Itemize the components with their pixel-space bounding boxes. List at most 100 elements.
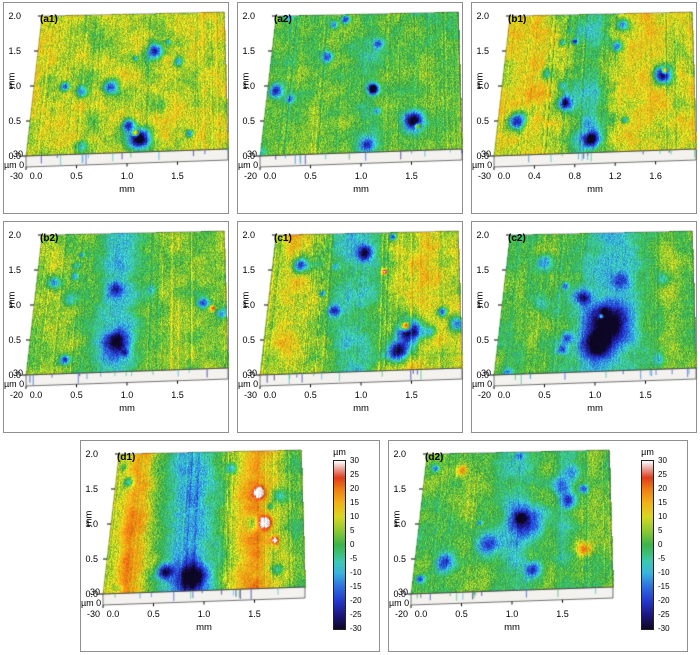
colorbar-gradient bbox=[333, 460, 346, 630]
surface-3d-canvas bbox=[22, 230, 232, 392]
z-tick-label: µm 0 bbox=[472, 160, 493, 170]
x-tick-label: 1.5 bbox=[639, 390, 652, 400]
z-tick-label: 30 bbox=[397, 587, 408, 597]
y-tick-label: 1.5 bbox=[476, 46, 489, 56]
colorbar-tick-label: -15 bbox=[658, 582, 670, 591]
x-tick-label: 1.5 bbox=[248, 609, 261, 619]
z-tick-label: µm 0 bbox=[4, 379, 25, 389]
colorbar-tick-label: -30 bbox=[350, 624, 362, 633]
z-tick-label: µm 0 bbox=[238, 379, 259, 389]
colorbar-tick-label: 15 bbox=[658, 498, 667, 507]
y-tick-label: 2.0 bbox=[85, 449, 98, 459]
surface-panel: (c2) mm 2.0 1.5 1.0 0.5 0.0 30 µm 0 -20 0.0 0.5… bbox=[471, 221, 700, 433]
colorbar-tick-label: 5 bbox=[350, 526, 355, 535]
colorbar-tick-label: 0 bbox=[350, 540, 355, 549]
surface-3d-canvas bbox=[22, 11, 232, 173]
x-axis-title: mm bbox=[119, 403, 135, 414]
y-tick-label: 2.0 bbox=[8, 11, 21, 21]
z-tick-label: µm 0 bbox=[4, 160, 25, 170]
panel-label: (b2) bbox=[40, 233, 59, 244]
x-tick-label: 1.5 bbox=[405, 390, 418, 400]
x-tick-label: 0.5 bbox=[304, 390, 317, 400]
x-tick-label: 0.5 bbox=[147, 609, 160, 619]
surface-3d-canvas bbox=[99, 449, 309, 611]
y-tick-label: 2.0 bbox=[393, 449, 406, 459]
y-tick-label: 0.0 bbox=[85, 589, 98, 599]
surface-panel: (c1) mm 2.0 1.5 1.0 0.5 0.0 30 µm 0 -30 0.0 0.5… bbox=[237, 221, 466, 433]
y-tick-label: 0.5 bbox=[476, 116, 489, 126]
surface-panel: (a2) mm 2.0 1.5 1.0 0.5 0.0 30 µm 0 -20 0.0 0.5… bbox=[237, 2, 466, 214]
y-tick-label: 0.5 bbox=[476, 335, 489, 345]
colorbar-tick-label: 5 bbox=[658, 526, 663, 535]
y-tick-label: 0.0 bbox=[476, 151, 489, 161]
colorbar-tick-label: 25 bbox=[350, 470, 359, 479]
surface-panel: (a1) mm 2.0 1.5 1.0 0.5 0.0 30 µm 0 -30 0.0 0.5… bbox=[3, 2, 232, 214]
y-tick-label: 1.0 bbox=[8, 300, 21, 310]
z-tick-label: µm 0 bbox=[389, 598, 410, 608]
y-tick-label: 0.0 bbox=[476, 370, 489, 380]
y-tick-label: 0.5 bbox=[8, 116, 21, 126]
x-tick-label: 1.0 bbox=[588, 390, 602, 400]
surface-panel: (b1) mm 2.0 1.5 1.0 0.5 0.0 30 µm 0 -30 0.0 0.4… bbox=[471, 2, 700, 214]
colorbar: µm 30 25 20 15 10 5 0 -5 -10 -15 -20 -25 -30 bbox=[329, 447, 379, 649]
z-tick-label: -20 bbox=[477, 390, 491, 400]
y-tick-label: 1.0 bbox=[242, 81, 255, 91]
figure-row-2: (b2) mm 2.0 1.5 1.0 0.5 0.0 30 µm 0 -20 0.0 0.5… bbox=[3, 221, 700, 433]
colorbar-tick-label: 10 bbox=[658, 512, 667, 521]
x-tick-label: 0.0 bbox=[29, 171, 43, 181]
y-tick-label: 1.5 bbox=[242, 265, 255, 275]
z-tick-label: -20 bbox=[243, 171, 257, 181]
colorbar-tick-label: -10 bbox=[350, 568, 362, 577]
z-tick-label: -30 bbox=[9, 171, 23, 181]
colorbar: µm 30 25 20 15 10 5 0 -5 -10 -15 -20 -25 -30 bbox=[637, 447, 687, 649]
x-tick-label: 1.5 bbox=[405, 171, 418, 181]
surface-3d-canvas bbox=[256, 230, 466, 392]
x-tick-label: 0.8 bbox=[568, 171, 582, 181]
z-tick-label: 30 bbox=[246, 368, 257, 378]
x-tick-label: 0.0 bbox=[414, 609, 428, 619]
z-tick-label: 30 bbox=[246, 149, 257, 159]
x-axis-title: mm bbox=[119, 184, 135, 195]
colorbar-unit-label: µm bbox=[641, 447, 654, 457]
colorbar-tick-label: -10 bbox=[658, 568, 670, 577]
x-tick-label: 1.2 bbox=[608, 171, 622, 181]
x-tick-label: 0.0 bbox=[263, 171, 277, 181]
y-tick-label: 1.5 bbox=[242, 46, 255, 56]
surface-3d-canvas bbox=[490, 11, 700, 173]
surface-3d-canvas bbox=[256, 11, 466, 173]
z-tick-label: µm 0 bbox=[81, 598, 102, 608]
y-tick-label: 1.0 bbox=[393, 519, 406, 529]
y-tick-label: 0.5 bbox=[85, 554, 98, 564]
y-tick-label: 1.0 bbox=[242, 300, 255, 310]
colorbar-tick-label: -15 bbox=[350, 582, 362, 591]
x-tick-label: 1.5 bbox=[556, 609, 569, 619]
x-tick-label: 0.0 bbox=[263, 390, 277, 400]
z-tick-label: 30 bbox=[89, 587, 100, 597]
x-tick-label: 1.6 bbox=[649, 171, 662, 181]
x-tick-label: 1.0 bbox=[354, 171, 368, 181]
x-tick-label: 1.0 bbox=[505, 609, 519, 619]
x-axis-title: mm bbox=[504, 622, 520, 633]
y-tick-label: 1.5 bbox=[85, 484, 98, 494]
y-tick-label: 1.5 bbox=[393, 484, 406, 494]
x-tick-label: 0.5 bbox=[538, 390, 551, 400]
x-tick-label: 1.0 bbox=[197, 609, 211, 619]
colorbar-tick-label: 10 bbox=[350, 512, 359, 521]
y-tick-label: 1.5 bbox=[476, 265, 489, 275]
y-tick-label: 1.0 bbox=[8, 81, 21, 91]
y-tick-label: 1.5 bbox=[8, 46, 21, 56]
panel-label: (d1) bbox=[117, 452, 136, 463]
colorbar-gradient bbox=[641, 460, 654, 630]
x-tick-label: 0.5 bbox=[70, 171, 83, 181]
x-tick-label: 0.5 bbox=[304, 171, 317, 181]
y-tick-label: 0.5 bbox=[242, 116, 255, 126]
y-tick-label: 0.0 bbox=[393, 589, 406, 599]
surface-3d-canvas bbox=[490, 230, 700, 392]
x-tick-label: 1.5 bbox=[171, 390, 184, 400]
y-tick-label: 1.0 bbox=[476, 81, 489, 91]
colorbar-tick-label: 15 bbox=[350, 498, 359, 507]
x-tick-label: 0.0 bbox=[497, 390, 511, 400]
y-tick-label: 0.0 bbox=[8, 151, 21, 161]
x-axis-title: mm bbox=[353, 403, 369, 414]
